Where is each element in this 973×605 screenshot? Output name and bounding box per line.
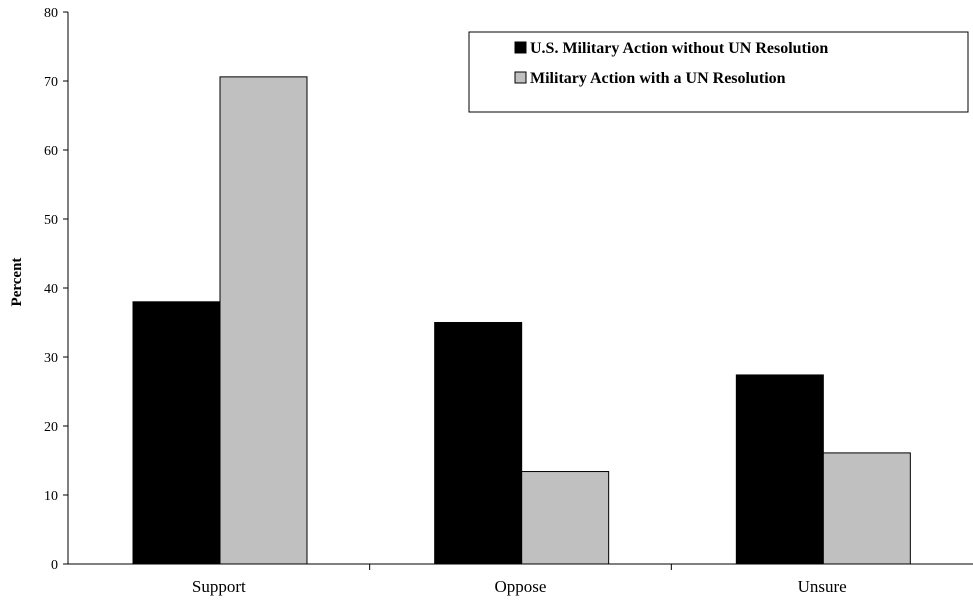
bar-oppose-series-0	[434, 322, 523, 565]
x-category-label-support: Support	[192, 577, 246, 596]
y-tick-label: 0	[51, 558, 58, 573]
plot-area: 0 10 20 30 40 50 60 70 80 Support Oppose Unsure	[44, 6, 973, 596]
legend-label-without-un: U.S. Military Action without UN Resoluti…	[530, 40, 828, 57]
legend-swatch-with-un	[514, 71, 527, 84]
y-tick-label: 30	[44, 351, 58, 366]
y-tick-label: 20	[44, 420, 58, 435]
bar-support-series-0	[132, 301, 221, 565]
legend-box	[468, 31, 969, 113]
y-tick-label: 40	[44, 282, 58, 297]
bar-oppose-series-1	[521, 471, 610, 565]
y-tick-label: 80	[44, 6, 58, 21]
x-category-label-oppose: Oppose	[495, 577, 547, 596]
y-tick-label: 70	[44, 75, 58, 90]
y-tick-label: 60	[44, 144, 58, 159]
y-tick-label: 10	[44, 489, 58, 504]
bar-support-series-1	[219, 76, 308, 565]
bar-unsure-series-0	[735, 374, 824, 565]
legend: U.S. Military Action without UN Resoluti…	[468, 31, 969, 113]
y-axis-title: Percent	[9, 258, 25, 307]
x-category-label-unsure: Unsure	[798, 577, 847, 596]
y-tick-label: 50	[44, 213, 58, 228]
legend-label-with-un: Military Action with a UN Resolution	[530, 70, 786, 87]
legend-swatch-without-un	[514, 41, 527, 54]
bar-unsure-series-1	[822, 452, 911, 565]
